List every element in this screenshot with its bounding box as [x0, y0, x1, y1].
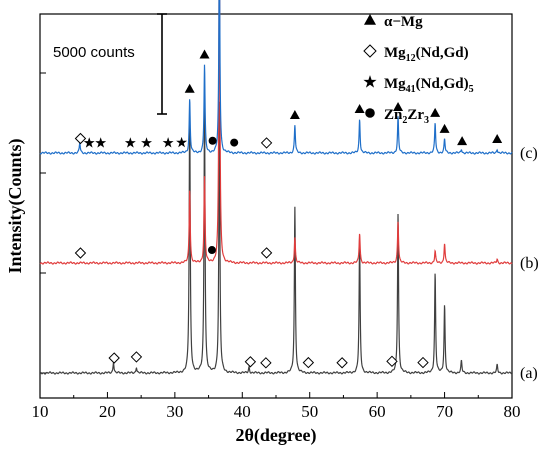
xrd-curve: [39, 0, 513, 265]
xrd-curves: [39, 0, 513, 375]
legend-entry: Mg41(Nd,Gd)5: [384, 76, 474, 95]
star-marker: [162, 137, 174, 148]
curve-label: (a): [520, 365, 538, 382]
xrd-curve: [39, 101, 513, 375]
legend-entry: Zn2Zr3: [384, 107, 429, 126]
diamond-marker: [260, 247, 273, 259]
diamond-marker: [386, 355, 398, 368]
star-marker: [95, 137, 107, 148]
legend-entry: α−Mg: [384, 14, 423, 30]
x-tick-label: 50: [301, 402, 318, 421]
legend-entry: Mg12(Nd,Gd): [384, 45, 469, 64]
curve-label: (b): [520, 255, 539, 272]
circle-marker: [208, 136, 217, 145]
circle-marker: [365, 108, 375, 118]
x-tick-label: 20: [99, 402, 116, 421]
x-tick-label: 70: [436, 402, 453, 421]
x-tick-label: 80: [504, 402, 521, 421]
triangle-marker: [184, 83, 195, 93]
x-tick-label: 40: [234, 402, 251, 421]
triangle-marker: [364, 14, 376, 25]
diamond-marker: [417, 356, 429, 369]
diamond-marker: [336, 357, 348, 369]
circle-marker: [207, 246, 216, 255]
x-tick-label: 60: [369, 402, 386, 421]
diamond-marker: [244, 356, 257, 368]
diamond-marker: [363, 44, 377, 58]
diamond-marker: [302, 356, 315, 369]
y-axis-ticks: [40, 72, 46, 374]
star-marker: [363, 75, 377, 88]
plot-frame: [39, 13, 513, 399]
triangle-marker: [199, 49, 210, 59]
diamond-marker: [260, 137, 273, 149]
triangle-marker: [354, 103, 365, 113]
star-marker: [124, 137, 136, 148]
diamond-marker: [74, 247, 87, 259]
x-axis-ticks: 10 20 30 40 50 60 70 80: [32, 392, 521, 421]
x-axis-label: 2θ(degree): [235, 425, 316, 446]
triangle-marker: [430, 107, 441, 117]
diamond-marker: [74, 132, 87, 145]
triangle-marker: [439, 123, 450, 133]
circle-marker: [230, 138, 239, 147]
curve-label: (c): [520, 145, 538, 162]
scale-bar: 5000 counts: [53, 13, 167, 115]
triangle-marker: [492, 133, 503, 143]
diamond-marker: [260, 357, 272, 369]
xrd-curve: [39, 0, 513, 155]
diamond-marker: [108, 352, 120, 364]
triangle-marker: [457, 136, 468, 146]
star-marker: [141, 137, 153, 148]
star-marker: [83, 137, 95, 148]
x-tick-label: 30: [166, 402, 183, 421]
star-marker: [176, 136, 188, 148]
phase-markers: [74, 49, 503, 369]
x-tick-label: 10: [32, 402, 49, 421]
triangle-marker: [289, 109, 300, 119]
legend: α−Mg Mg12(Nd,Gd) Mg41(Nd,Gd)5 Zn2Zr3: [363, 14, 474, 126]
curve-labels: (a) (b) (c): [520, 145, 539, 382]
scale-bar-label: 5000 counts: [53, 44, 135, 61]
diamond-marker: [130, 351, 143, 363]
y-axis-label: Intensity(Counts): [5, 138, 26, 273]
triangle-marker: [393, 101, 404, 111]
